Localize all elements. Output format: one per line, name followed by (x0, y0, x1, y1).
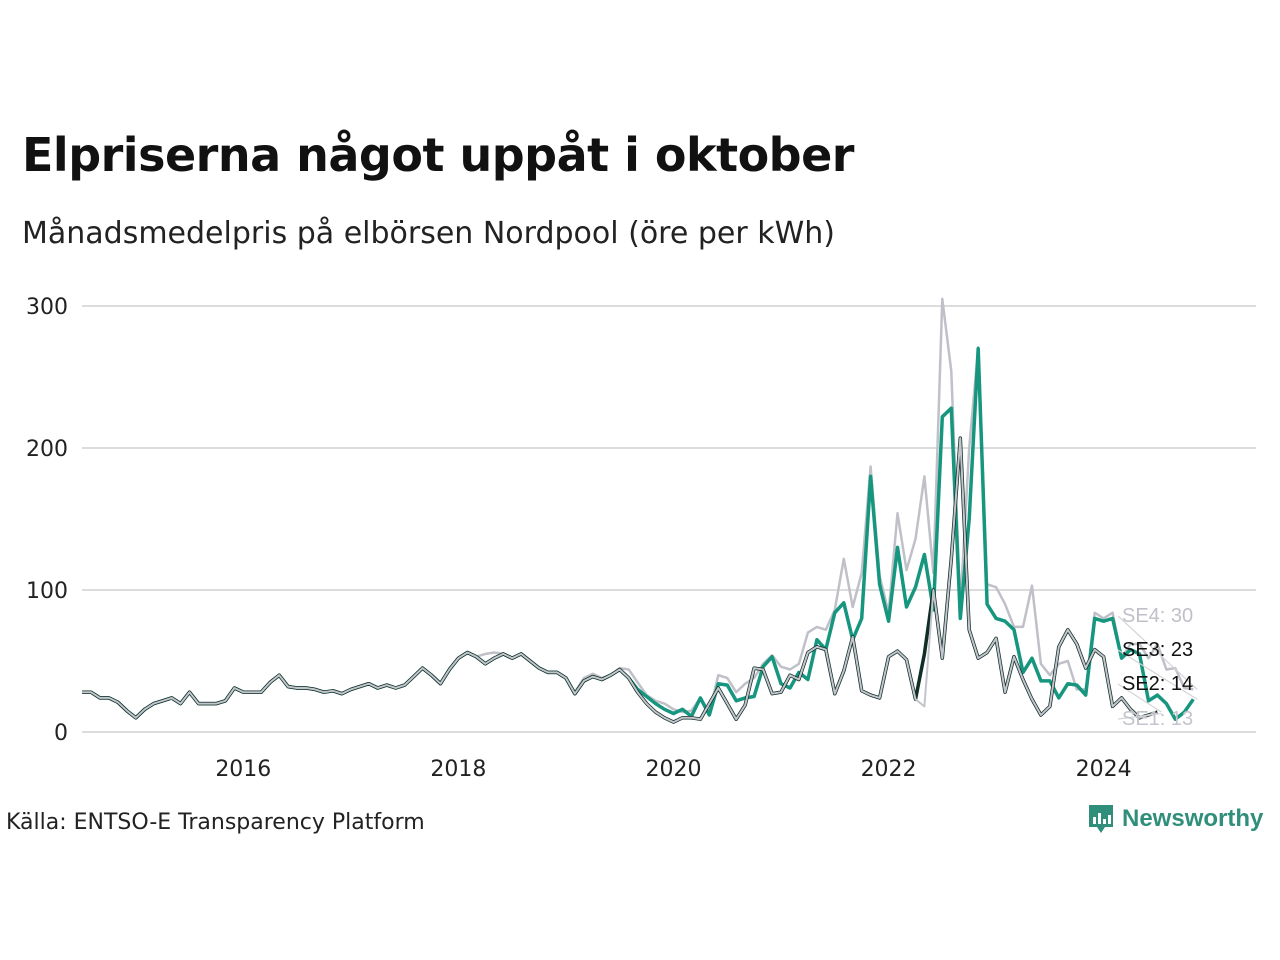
series-line-se1 (82, 437, 1158, 724)
leader-line (1117, 712, 1162, 720)
series-line-se4 (82, 297, 1194, 720)
x-tick-label: 2022 (861, 757, 917, 782)
y-tick-label: 200 (26, 437, 68, 462)
end-label-se4: SE4: 30 (1122, 605, 1193, 627)
y-tick-label: 300 (26, 295, 68, 320)
end-labels: SE4: 30 SE3: 23 SE2: 14 SE1: 13 (1117, 605, 1198, 730)
gridlines (82, 305, 1256, 733)
newsworthy-logo-icon (1089, 805, 1113, 833)
y-tick-label: 0 (54, 721, 68, 746)
series-line-se2 (82, 436, 1158, 724)
leader-line (1117, 649, 1198, 700)
x-tick-label: 2018 (430, 757, 486, 782)
chart-title: Elpriserna något uppåt i oktober (22, 128, 855, 182)
x-axis-ticks: 2016 2018 2020 2022 2024 (215, 757, 1131, 782)
leader-line (1117, 683, 1162, 713)
y-axis-ticks: 0 100 200 300 (26, 295, 68, 746)
chart-subtitle: Månadsmedelpris på elbörsen Nordpool (ör… (22, 216, 835, 251)
leader-line (1117, 615, 1198, 690)
brand-name: Newsworthy (1122, 805, 1264, 832)
y-tick-label: 100 (26, 579, 68, 604)
brand-logo[interactable]: Newsworthy (1088, 804, 1263, 834)
series-line-se3 (82, 346, 1195, 721)
series-lines (82, 297, 1195, 724)
x-tick-label: 2016 (215, 757, 271, 782)
x-tick-label: 2024 (1076, 757, 1132, 782)
end-label-se2: SE2: 14 (1122, 673, 1193, 695)
x-tick-label: 2020 (645, 757, 701, 782)
end-label-se1: SE1: 13 (1122, 708, 1193, 730)
end-label-se3: SE3: 23 (1122, 639, 1193, 661)
source-note: Källa: ENTSO-E Transparency Platform (6, 810, 425, 835)
